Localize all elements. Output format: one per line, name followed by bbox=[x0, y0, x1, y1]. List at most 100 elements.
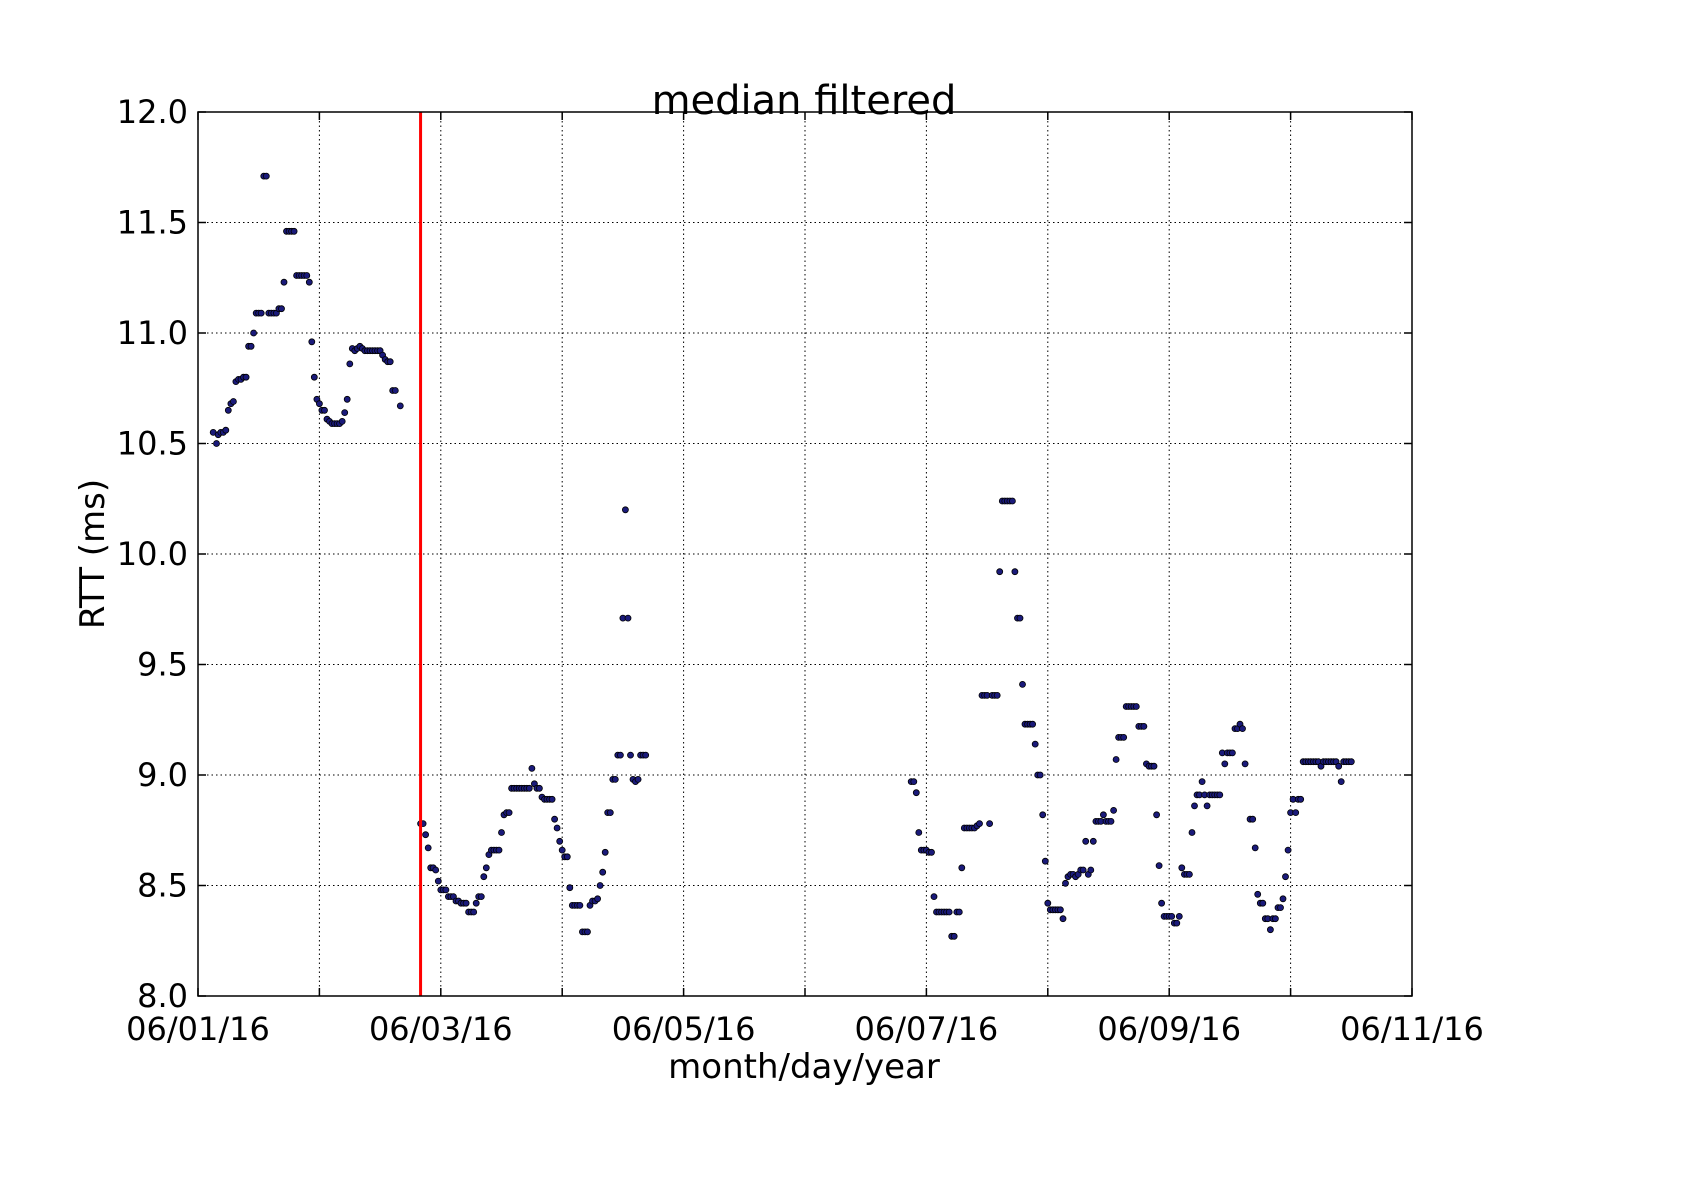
data-point bbox=[1188, 829, 1196, 836]
data-point bbox=[343, 395, 351, 403]
data-point bbox=[315, 400, 323, 408]
y-tick-label: 9.5 bbox=[137, 646, 188, 684]
data-point bbox=[303, 272, 311, 279]
data-point bbox=[1216, 791, 1224, 799]
data-point bbox=[1267, 926, 1274, 934]
data-point bbox=[442, 886, 450, 894]
chart-title: median filtered bbox=[652, 78, 957, 124]
data-point bbox=[945, 908, 953, 916]
y-tick-label: 10.5 bbox=[117, 425, 188, 463]
data-point bbox=[548, 795, 556, 803]
data-point bbox=[1036, 771, 1044, 779]
y-tick-label: 11.5 bbox=[117, 204, 188, 242]
data-point bbox=[1335, 762, 1343, 770]
data-point bbox=[1019, 681, 1026, 688]
data-point bbox=[1062, 879, 1069, 887]
data-point bbox=[1150, 762, 1158, 770]
data-point bbox=[528, 765, 536, 772]
data-point bbox=[338, 417, 346, 425]
data-point bbox=[915, 829, 923, 836]
data-point bbox=[391, 387, 399, 394]
data-point bbox=[1016, 614, 1024, 622]
data-point bbox=[576, 902, 584, 909]
data-points bbox=[209, 172, 1355, 940]
data-point bbox=[1198, 778, 1206, 785]
data-point bbox=[1059, 915, 1067, 923]
data-point bbox=[1347, 758, 1355, 766]
data-point bbox=[1011, 568, 1019, 576]
data-point bbox=[627, 751, 634, 759]
data-point bbox=[566, 884, 574, 892]
data-point bbox=[1221, 760, 1229, 768]
axis-ticks bbox=[197, 111, 1413, 997]
data-point bbox=[1153, 811, 1160, 819]
data-point bbox=[470, 908, 478, 916]
data-point bbox=[278, 305, 285, 313]
data-point bbox=[1272, 915, 1279, 923]
data-point bbox=[594, 895, 601, 903]
data-point bbox=[1279, 895, 1287, 903]
data-point bbox=[1282, 873, 1289, 881]
data-point bbox=[242, 373, 250, 381]
data-point bbox=[1029, 720, 1036, 728]
data-point bbox=[1337, 778, 1345, 785]
data-point bbox=[1031, 740, 1039, 748]
data-point bbox=[386, 358, 394, 366]
x-axis-title: month/day/year bbox=[668, 1047, 940, 1087]
data-point bbox=[308, 338, 316, 346]
data-point bbox=[1259, 899, 1267, 907]
data-point bbox=[1140, 723, 1148, 730]
x-tick-label: 06/07/16 bbox=[855, 1010, 999, 1048]
x-tick-label: 06/01/16 bbox=[126, 1010, 270, 1048]
data-point bbox=[1249, 815, 1257, 823]
data-point bbox=[1173, 919, 1181, 927]
data-point bbox=[482, 864, 490, 872]
data-point bbox=[553, 824, 561, 832]
x-axis-tick-labels: 06/01/16 06/03/16 06/05/16 06/07/16 06/09/16… bbox=[126, 1010, 1484, 1048]
data-point bbox=[262, 172, 270, 180]
data-point bbox=[1112, 756, 1120, 763]
y-tick-label: 11.0 bbox=[117, 314, 188, 352]
data-point bbox=[536, 784, 543, 792]
data-point bbox=[1120, 734, 1128, 741]
data-point bbox=[1277, 904, 1284, 911]
data-point bbox=[1039, 811, 1047, 819]
data-point bbox=[928, 848, 935, 856]
y-axis-tick-labels: 8.0 8.5 9.0 9.5 10.0 10.5 11.0 11.5 12.0 bbox=[117, 93, 188, 1015]
data-point bbox=[912, 789, 920, 797]
data-point bbox=[634, 776, 642, 783]
data-point bbox=[1041, 857, 1049, 865]
data-point bbox=[1168, 913, 1176, 920]
data-point bbox=[617, 751, 624, 759]
x-tick-label: 06/03/16 bbox=[369, 1010, 513, 1048]
data-point bbox=[910, 778, 918, 785]
data-point bbox=[596, 882, 604, 889]
data-point bbox=[462, 899, 470, 907]
data-point bbox=[432, 866, 440, 874]
data-point bbox=[346, 360, 354, 368]
data-point bbox=[1044, 899, 1052, 907]
y-tick-label: 8.5 bbox=[137, 867, 188, 905]
data-point bbox=[1110, 807, 1117, 814]
data-point bbox=[1186, 871, 1193, 878]
data-point bbox=[250, 329, 258, 337]
data-point bbox=[551, 815, 558, 823]
data-point bbox=[1297, 795, 1305, 803]
data-point bbox=[1284, 846, 1292, 854]
data-point bbox=[495, 846, 503, 854]
x-tick-label: 06/09/16 bbox=[1097, 1010, 1241, 1048]
data-point bbox=[290, 227, 298, 235]
data-point bbox=[525, 784, 533, 792]
data-point bbox=[222, 426, 230, 434]
data-point bbox=[257, 309, 265, 317]
data-point bbox=[480, 873, 488, 881]
data-point bbox=[642, 751, 650, 759]
y-tick-label: 10.0 bbox=[117, 535, 188, 573]
data-point bbox=[1107, 818, 1115, 825]
data-point bbox=[229, 398, 237, 405]
data-point bbox=[1057, 906, 1064, 914]
data-point bbox=[996, 568, 1004, 576]
data-point bbox=[498, 829, 505, 836]
data-point bbox=[213, 440, 220, 447]
